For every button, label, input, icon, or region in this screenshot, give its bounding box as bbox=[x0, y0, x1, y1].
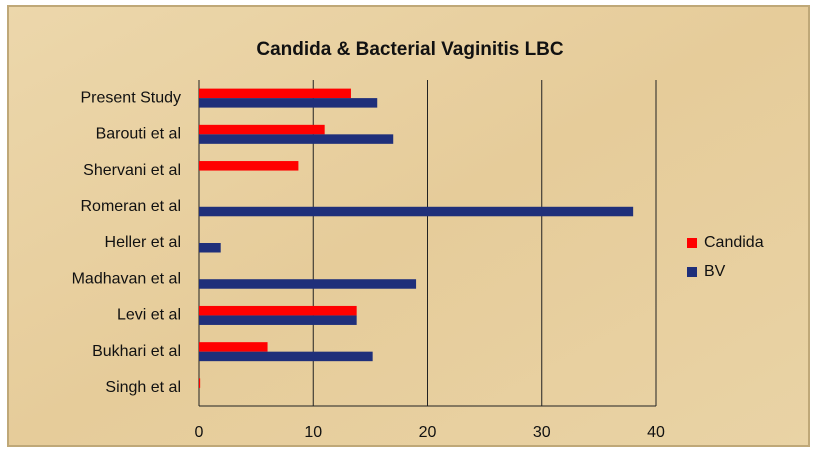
bar bbox=[199, 98, 378, 108]
bar bbox=[199, 342, 268, 352]
x-tick-label: 20 bbox=[419, 424, 437, 441]
bar bbox=[199, 206, 634, 217]
bar bbox=[199, 124, 325, 135]
bar bbox=[199, 243, 221, 253]
y-tick-label: Madhavan et al bbox=[72, 270, 181, 287]
chart-title: Candida & Bacterial Vaginitis LBC bbox=[256, 39, 564, 60]
bar bbox=[199, 351, 373, 362]
x-tick-label: 40 bbox=[647, 424, 665, 441]
bar bbox=[199, 134, 394, 144]
y-tick-label: Romeran et al bbox=[81, 198, 182, 215]
y-tick-label: Barouti et al bbox=[96, 126, 181, 143]
bar bbox=[199, 305, 357, 316]
x-tick-label: 10 bbox=[304, 424, 322, 441]
x-tick-label: 0 bbox=[195, 424, 204, 441]
y-tick-label: Heller et al bbox=[105, 234, 181, 251]
legend-swatch bbox=[687, 267, 697, 277]
x-tick-label: 30 bbox=[533, 424, 551, 441]
y-tick-label: Singh et al bbox=[105, 379, 181, 396]
bar bbox=[199, 88, 351, 99]
background bbox=[7, 5, 810, 447]
bar bbox=[199, 315, 357, 325]
y-tick-label: Shervani et al bbox=[83, 162, 181, 179]
legend-swatch bbox=[687, 238, 697, 248]
y-tick-label: Levi et al bbox=[117, 307, 181, 324]
y-tick-label: Present Study bbox=[81, 89, 182, 106]
bar bbox=[199, 378, 201, 388]
legend-label: Candida bbox=[704, 234, 764, 251]
bar bbox=[199, 161, 299, 171]
legend-label: BV bbox=[704, 263, 726, 280]
y-tick-label: Bukhari et al bbox=[92, 343, 181, 360]
bar bbox=[199, 279, 417, 289]
